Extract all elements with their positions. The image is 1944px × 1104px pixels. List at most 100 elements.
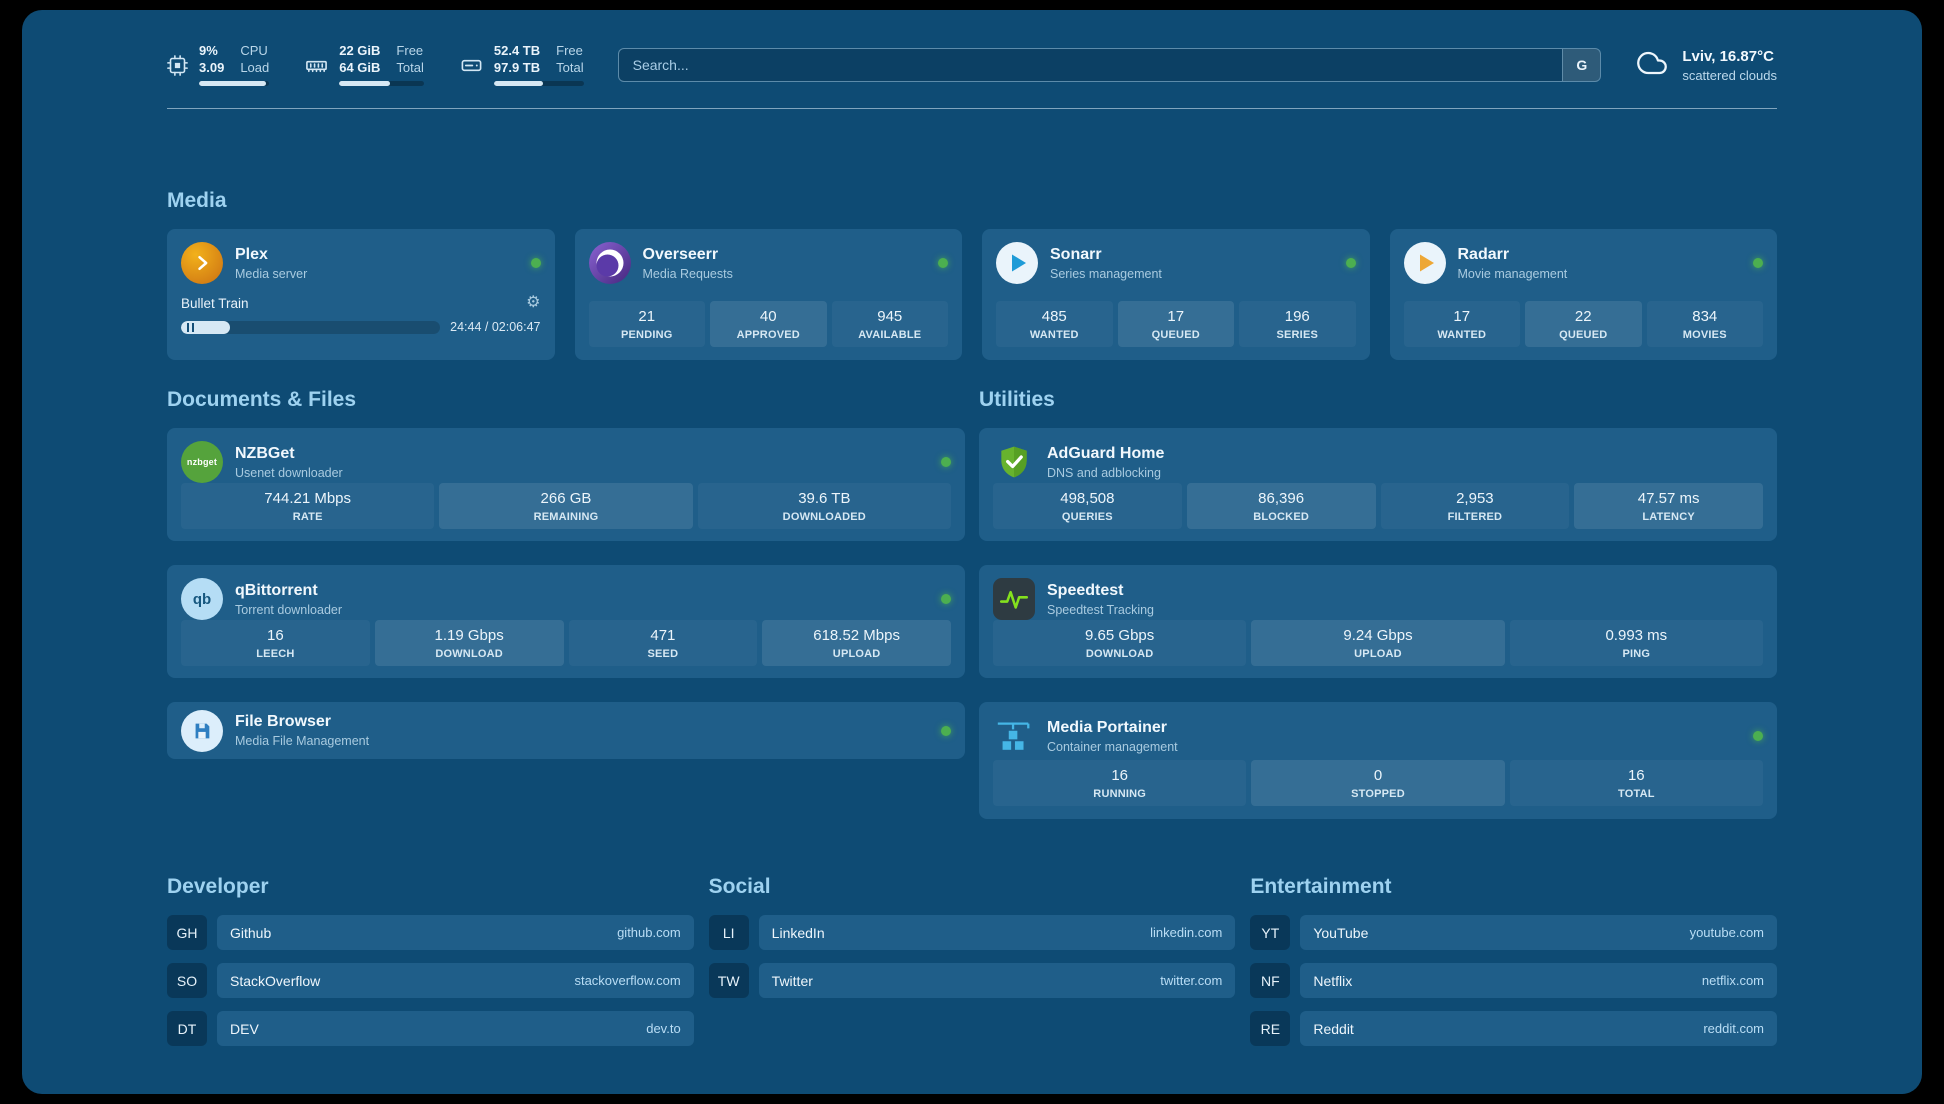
stat-label: WANTED — [1029, 329, 1079, 341]
pause-icon[interactable] — [187, 322, 194, 332]
section-title-utilities: Utilities — [979, 388, 1055, 411]
bookmark-github[interactable]: GH Github github.com — [167, 915, 694, 950]
cpu-label-top: CPU — [240, 43, 268, 59]
stat-value: 196 — [1284, 308, 1310, 325]
stat-value: 744.21 Mbps — [264, 490, 352, 507]
bookmark-reddit[interactable]: RE Reddit reddit.com — [1250, 1011, 1778, 1046]
status-dot-online — [1753, 258, 1763, 268]
bookmark-url: linkedin.com — [1150, 925, 1223, 940]
section-title-developer: Developer — [167, 875, 269, 898]
bookmark-url: twitter.com — [1160, 973, 1223, 988]
dashboard-root: 9% 3.09 CPU Load — [22, 10, 1922, 1094]
stat-label: QUEUED — [1151, 329, 1200, 341]
overseerr-card[interactable]: Overseerr Media Requests 21 PENDING 40 A… — [574, 229, 962, 360]
disk-label-top: Free — [556, 43, 583, 59]
cpu-usage-bar — [199, 80, 270, 86]
radarr-card[interactable]: Radarr Movie management 17 WANTED 22 QUE… — [1389, 229, 1777, 360]
search-provider-button[interactable]: G — [1562, 49, 1601, 81]
stat: 39.6 TB DOWNLOADED — [697, 483, 951, 529]
stat-value: 1.19 Gbps — [434, 627, 504, 644]
bookmark-url: reddit.com — [1703, 1021, 1765, 1036]
stat-label: QUERIES — [1061, 511, 1113, 523]
hard-drive-icon — [460, 54, 483, 77]
playback-progress-bar[interactable] — [181, 320, 441, 334]
stat-label: WANTED — [1437, 329, 1487, 341]
bookmark-netflix[interactable]: NF Netflix netflix.com — [1250, 963, 1778, 998]
qbittorrent-card[interactable]: qb qBittorrent Torrent downloader 16 — [167, 565, 965, 678]
portainer-card[interactable]: Media Portainer Container management 16 … — [979, 702, 1777, 819]
stat-label: TOTAL — [1617, 788, 1655, 800]
disk-value-bottom: 97.9 TB — [493, 60, 541, 75]
now-playing-title: Bullet Train — [181, 295, 249, 311]
bookmark-name: Twitter — [771, 972, 813, 989]
card-subtitle: Torrent downloader — [235, 602, 343, 617]
stat-label: SERIES — [1276, 329, 1319, 341]
search-input[interactable] — [618, 49, 1563, 81]
bookmark-abbr: SO — [167, 963, 207, 998]
bookmark-name: StackOverflow — [230, 972, 321, 989]
card-title: AdGuard Home — [1047, 444, 1165, 462]
bookmark-name: Reddit — [1313, 1020, 1354, 1037]
bookmark-dev[interactable]: DT DEV dev.to — [167, 1011, 694, 1046]
bookmark-name: LinkedIn — [771, 924, 825, 941]
stat-value: 834 — [1692, 308, 1718, 325]
stat: 9.65 Gbps DOWNLOAD — [993, 620, 1247, 666]
section-developer: Developer GH Github github.com SO StackO… — [167, 875, 694, 1046]
ram-label-bottom: Total — [396, 60, 424, 75]
bookmark-abbr: DT — [167, 1011, 207, 1046]
qbittorrent-icon: qb — [181, 578, 223, 620]
radarr-icon — [1403, 242, 1446, 284]
stat: 945 AVAILABLE — [831, 301, 948, 347]
stat-label: PENDING — [620, 329, 673, 341]
stat-label: DOWNLOADED — [782, 511, 866, 523]
bookmark-abbr: TW — [708, 963, 749, 998]
ram-usage-bar — [339, 80, 424, 86]
plex-icon — [181, 242, 223, 284]
card-title: Media Portainer — [1047, 718, 1168, 736]
plex-card[interactable]: Plex Media server Bullet Train ⚙ — [167, 229, 555, 360]
adguard-card[interactable]: AdGuard Home DNS and adblocking 498,508 … — [979, 428, 1777, 541]
bookmark-abbr: LI — [708, 915, 749, 950]
cpu-chip-icon — [167, 54, 188, 76]
stat-label: UPLOAD — [832, 648, 881, 660]
stat-label: SEED — [647, 648, 679, 660]
stat-label: STOPPED — [1351, 788, 1405, 800]
stat: 618.52 Mbps UPLOAD — [762, 620, 951, 666]
ram-usage-fill — [339, 80, 391, 86]
stat-value: 16 — [1627, 767, 1645, 784]
status-dot-online — [941, 594, 951, 604]
filebrowser-card[interactable]: File Browser Media File Management — [167, 702, 965, 759]
stat-value: 16 — [1111, 767, 1128, 784]
stat: 86,396 BLOCKED — [1186, 483, 1376, 529]
stat: 21 PENDING — [588, 301, 705, 347]
disk-usage-fill — [493, 80, 544, 86]
card-title: Radarr — [1457, 245, 1510, 263]
speedtest-card[interactable]: Speedtest Speedtest Tracking 9.65 Gbps D… — [979, 565, 1777, 678]
bookmark-youtube[interactable]: YT YouTube youtube.com — [1250, 915, 1778, 950]
bookmark-url: stackoverflow.com — [574, 973, 681, 988]
card-title: File Browser — [235, 713, 332, 730]
disk-widget: 52.4 TB 97.9 TB Free Total — [460, 43, 584, 86]
stat-label: RATE — [292, 511, 323, 523]
stat-value: 17 — [1453, 308, 1471, 325]
bookmark-abbr: NF — [1250, 963, 1291, 998]
portainer-crane-icon — [993, 715, 1035, 757]
bookmark-linkedin[interactable]: LI LinkedIn linkedin.com — [708, 915, 1236, 950]
status-dot-online — [1345, 258, 1356, 268]
stat-value: 498,508 — [1060, 490, 1115, 507]
section-utilities: Utilities — [979, 388, 1777, 819]
section-title-documents: Documents & Files — [167, 388, 357, 411]
bookmark-url: netflix.com — [1701, 973, 1765, 988]
bookmark-name: DEV — [230, 1020, 259, 1037]
nzbget-card[interactable]: nzbget NZBGet Usenet downloader 744.21 M… — [167, 428, 965, 541]
filebrowser-icon — [181, 709, 223, 752]
gear-icon[interactable]: ⚙ — [526, 294, 541, 311]
sonarr-icon — [996, 242, 1038, 284]
bookmark-stackoverflow[interactable]: SO StackOverflow stackoverflow.com — [167, 963, 694, 998]
sonarr-card[interactable]: Sonarr Series management 485 WANTED 17 Q… — [982, 229, 1370, 360]
bookmark-abbr: GH — [167, 915, 207, 950]
stat: 16 TOTAL — [1509, 760, 1763, 806]
stat-value: 17 — [1167, 308, 1185, 325]
section-title-media: Media — [167, 189, 227, 212]
bookmark-twitter[interactable]: TW Twitter twitter.com — [708, 963, 1236, 998]
